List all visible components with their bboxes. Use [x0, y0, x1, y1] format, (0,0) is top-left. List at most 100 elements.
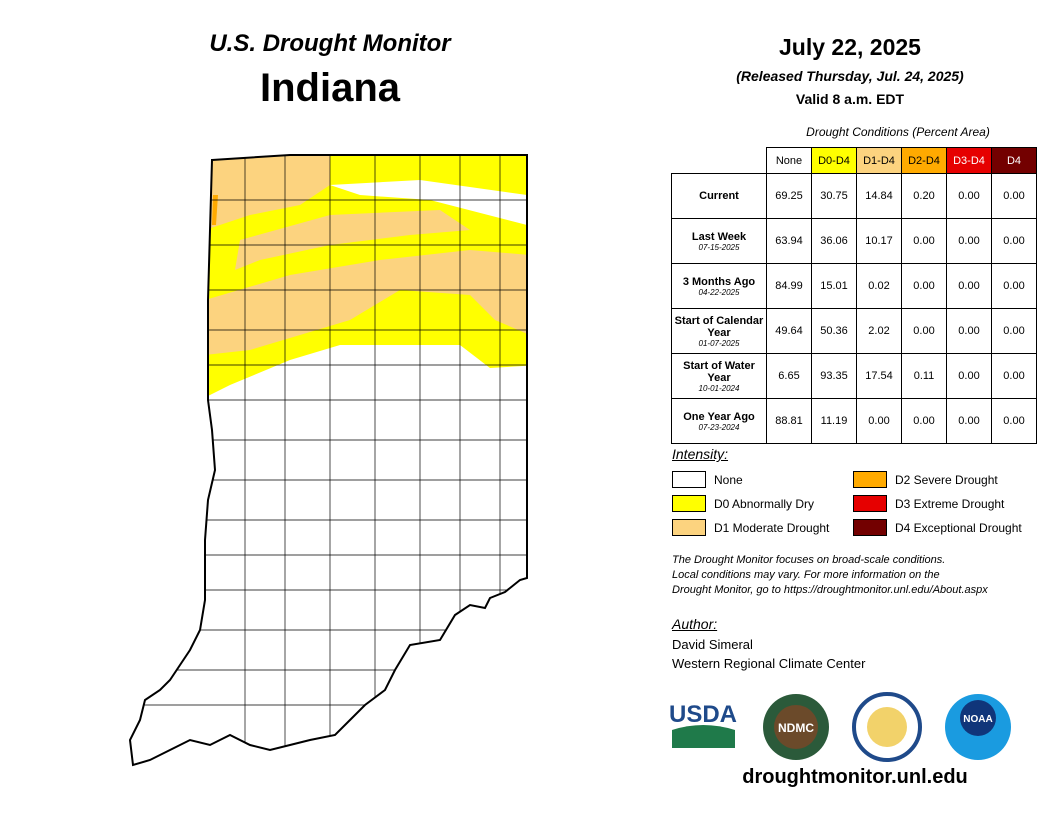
legend-swatch [672, 471, 706, 488]
cell: 50.36 [811, 308, 857, 354]
cell: 0.00 [991, 173, 1037, 219]
legend-item: D1 Moderate Drought [672, 519, 829, 536]
legend-title: Intensity: [672, 446, 729, 462]
subtitle: U.S. Drought Monitor [209, 30, 451, 57]
row-name: Start of Water Year [683, 359, 755, 384]
title: Indiana [259, 66, 401, 110]
cell: 10.17 [856, 218, 902, 264]
cell: 0.20 [901, 173, 947, 219]
row-date: 04-22-2025 [698, 287, 740, 297]
table-row: Current 69.25 30.75 14.84 0.20 0.00 0.00 [671, 173, 1037, 219]
cell: 15.01 [811, 263, 857, 309]
cell: 0.00 [991, 218, 1037, 264]
legend-item: D3 Extreme Drought [853, 495, 1004, 512]
usda-logo: USDA [669, 701, 737, 728]
cell: 6.65 [766, 353, 812, 399]
row-label: Start of Calendar Year 01-07-2025 [671, 308, 767, 354]
cell: 93.35 [811, 353, 857, 399]
table-row: Last Week 07-15-2025 63.94 36.06 10.17 0.00 0.… [671, 218, 1037, 264]
row-name: Start of Calendar Year [674, 314, 764, 339]
legend-swatch [853, 495, 887, 512]
legend-label: D3 Extreme Drought [895, 496, 1005, 511]
column-header: D3-D4 [946, 147, 992, 174]
legend-label: D2 Severe Drought [895, 472, 998, 487]
table-row: One Year Ago 07-23-2024 88.81 11.19 0.00 0.00… [671, 398, 1037, 444]
cell: 0.00 [946, 263, 992, 309]
legend-label: D1 Moderate Drought [714, 520, 830, 535]
cell: 0.02 [856, 263, 902, 309]
row-label: One Year Ago 07-23-2024 [671, 398, 767, 444]
cell: 14.84 [856, 173, 902, 219]
drought-areas [130, 155, 527, 765]
row-name: 3 Months Ago [682, 275, 756, 288]
cell: 0.00 [856, 398, 902, 444]
table-row: 3 Months Ago 04-22-2025 84.99 15.01 0.02 0.00… [671, 263, 1037, 309]
note-line: The Drought Monitor focuses on broad-sca… [672, 554, 946, 566]
legend-item: D2 Severe Drought [853, 471, 998, 488]
note: The Drought Monitor focuses on broad-sca… [672, 553, 988, 598]
cell: 2.02 [856, 308, 902, 354]
legend-swatch [672, 519, 706, 536]
table-row: Start of Water Year 10-01-2024 6.65 93.35 17… [671, 353, 1037, 399]
cell: 0.00 [991, 308, 1037, 354]
author-title: Author: [672, 616, 718, 632]
column-header: D4 [991, 147, 1037, 174]
table-caption: Drought Conditions (Percent Area) [806, 125, 990, 139]
cell: 11.19 [811, 398, 857, 444]
note-line: Local conditions may vary. For more info… [672, 569, 940, 581]
cell: 69.25 [766, 173, 812, 219]
cell: 0.00 [901, 218, 947, 264]
cell: 0.00 [946, 173, 992, 219]
cell: 0.00 [991, 353, 1037, 399]
legend-item: D4 Exceptional Drought [853, 519, 1022, 536]
cell: 0.00 [946, 353, 992, 399]
cell: 36.06 [811, 218, 857, 264]
footer-url: droughtmonitor.unl.edu [742, 766, 968, 788]
noaa-logo: NOAA [963, 714, 992, 725]
legend-swatch [853, 519, 887, 536]
legend-label: D0 Abnormally Dry [714, 496, 815, 511]
header-row: None D0-D4 D1-D4 D2-D4 D3-D4 D4 [672, 147, 1037, 174]
row-label: Start of Water Year 10-01-2024 [671, 353, 767, 399]
date: July 22, 2025 [779, 34, 921, 60]
map [129, 154, 528, 766]
row-date: 07-15-2025 [698, 242, 740, 252]
cell: 17.54 [856, 353, 902, 399]
row-name: Current [699, 190, 739, 202]
column-header: None [766, 147, 812, 174]
column-header: D0-D4 [811, 147, 857, 174]
cell: 0.00 [946, 308, 992, 354]
cell: 49.64 [766, 308, 812, 354]
legend-item: D0 Abnormally Dry [672, 495, 814, 512]
legend-item: None [672, 471, 743, 488]
legend-swatch [672, 495, 706, 512]
cell: 0.00 [901, 398, 947, 444]
legend-label: None [714, 472, 743, 487]
cell: 0.00 [901, 263, 947, 309]
cell: 63.94 [766, 218, 812, 264]
column-header: D2-D4 [901, 147, 947, 174]
row-date: 10-01-2024 [698, 383, 740, 393]
row-name: Last Week [691, 230, 747, 243]
valid: Valid 8 a.m. EDT [795, 91, 905, 107]
legend-swatch [853, 471, 887, 488]
row-label: Current [671, 173, 767, 219]
cell: 84.99 [766, 263, 812, 309]
column-header: D1-D4 [856, 147, 902, 174]
author-org: Western Regional Climate Center [672, 656, 866, 671]
legend-label: D4 Exceptional Drought [895, 520, 1022, 535]
cell: 0.00 [991, 263, 1037, 309]
note-line: Drought Monitor, go to https://droughtmo… [672, 584, 988, 596]
row-label: Last Week 07-15-2025 [671, 218, 767, 264]
cell: 88.81 [766, 398, 812, 444]
ndmc-logo: NDMC [778, 721, 814, 735]
cell: 0.00 [901, 308, 947, 354]
cell: 0.00 [946, 218, 992, 264]
author-name: David Simeral [672, 637, 753, 652]
row-date: 07-23-2024 [698, 422, 740, 432]
row-date: 01-07-2025 [698, 338, 740, 348]
released: (Released Thursday, Jul. 24, 2025) [736, 68, 964, 84]
row-name: One Year Ago [683, 410, 755, 423]
conditions-table: None D0-D4 D1-D4 D2-D4 D3-D4 D4 Current 69.25 30… [671, 147, 1037, 444]
